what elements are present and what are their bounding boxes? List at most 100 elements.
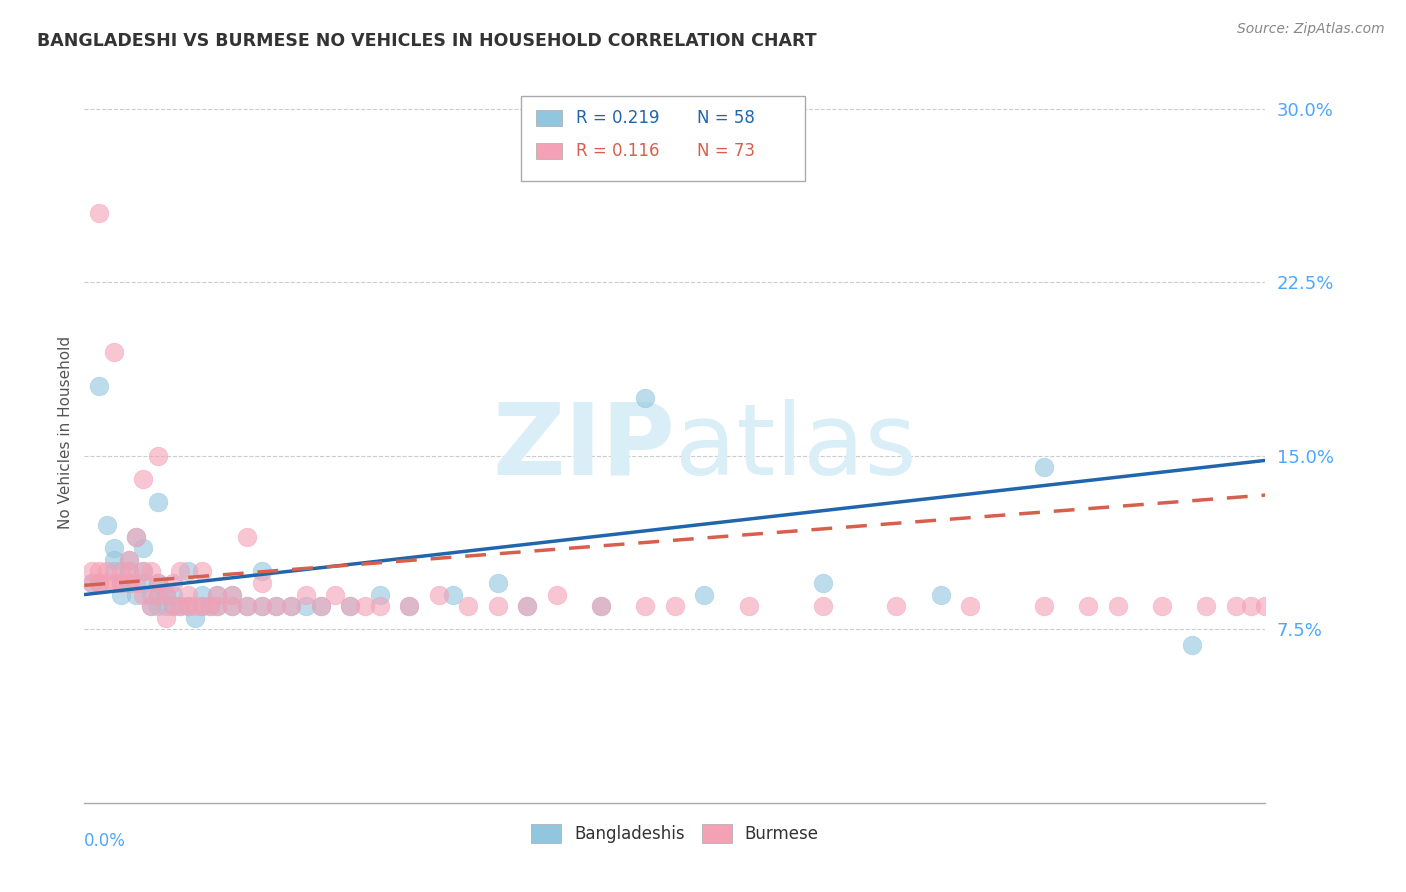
Point [207, 588, 229, 602]
Point [125, 576, 148, 591]
Point [280, 599, 302, 614]
Point [250, 565, 273, 579]
Point [110, 565, 132, 579]
Point [325, 588, 347, 602]
Point [132, 472, 155, 486]
Point [1107, 599, 1129, 614]
Point [1254, 599, 1277, 614]
Text: ZIP: ZIP [492, 399, 675, 496]
Point [125, 530, 148, 544]
Point [398, 599, 420, 614]
Point [103, 541, 125, 556]
Point [486, 576, 509, 591]
Point [80, 576, 103, 591]
Point [80, 565, 103, 579]
Point [148, 588, 170, 602]
Point [1195, 599, 1218, 614]
Point [1077, 599, 1099, 614]
Point [191, 599, 214, 614]
Point [368, 599, 391, 614]
Text: BANGLADESHI VS BURMESE NO VEHICLES IN HOUSEHOLD CORRELATION CHART: BANGLADESHI VS BURMESE NO VEHICLES IN HO… [37, 32, 817, 50]
Point [118, 565, 141, 579]
Point [87, 206, 111, 220]
Point [929, 588, 952, 602]
Point [148, 599, 170, 614]
Point [177, 565, 200, 579]
Point [266, 599, 288, 614]
Text: Source: ZipAtlas.com: Source: ZipAtlas.com [1237, 22, 1385, 37]
Point [132, 588, 155, 602]
Bar [536, 143, 561, 160]
Point [236, 530, 259, 544]
Point [162, 599, 184, 614]
Text: R = 0.116: R = 0.116 [575, 143, 659, 161]
Text: 0.0%: 0.0% [84, 832, 127, 850]
Point [103, 565, 125, 579]
Point [103, 553, 125, 567]
Point [634, 391, 657, 405]
Point [738, 599, 761, 614]
Point [125, 530, 148, 544]
Point [184, 610, 207, 624]
Point [295, 599, 318, 614]
Point [368, 588, 391, 602]
Point [110, 588, 132, 602]
Point [169, 565, 191, 579]
Point [155, 610, 177, 624]
Point [1033, 599, 1056, 614]
Y-axis label: No Vehicles in Household: No Vehicles in Household [58, 336, 73, 529]
Point [80, 576, 103, 591]
Point [110, 576, 132, 591]
Point [132, 565, 155, 579]
FancyBboxPatch shape [522, 95, 804, 181]
Point [139, 599, 162, 614]
Text: N = 73: N = 73 [697, 143, 755, 161]
Point [250, 599, 273, 614]
Point [309, 599, 332, 614]
Point [87, 576, 111, 591]
Point [96, 565, 118, 579]
Text: atlas: atlas [675, 399, 917, 496]
Point [118, 576, 141, 591]
Point [177, 599, 200, 614]
Point [443, 588, 465, 602]
Point [110, 576, 132, 591]
Bar [536, 110, 561, 126]
Point [191, 588, 214, 602]
Point [177, 599, 200, 614]
Point [125, 588, 148, 602]
Point [811, 599, 834, 614]
Point [132, 565, 155, 579]
Point [457, 599, 479, 614]
Point [118, 576, 141, 591]
Point [87, 379, 111, 393]
Point [221, 599, 243, 614]
Point [169, 599, 191, 614]
Point [207, 588, 229, 602]
Point [1181, 639, 1204, 653]
Point [354, 599, 377, 614]
Point [207, 599, 229, 614]
Point [184, 599, 207, 614]
Point [811, 576, 834, 591]
Point [221, 599, 243, 614]
Point [591, 599, 613, 614]
Point [1150, 599, 1173, 614]
Point [118, 553, 141, 567]
Point [634, 599, 657, 614]
Point [169, 599, 191, 614]
Point [266, 599, 288, 614]
Point [236, 599, 259, 614]
Point [398, 599, 420, 614]
Point [155, 588, 177, 602]
Point [250, 599, 273, 614]
Point [221, 588, 243, 602]
Point [148, 449, 170, 463]
Point [295, 588, 318, 602]
Point [250, 576, 273, 591]
Point [339, 599, 361, 614]
Point [1240, 599, 1263, 614]
Point [148, 576, 170, 591]
Point [155, 599, 177, 614]
Point [148, 576, 170, 591]
